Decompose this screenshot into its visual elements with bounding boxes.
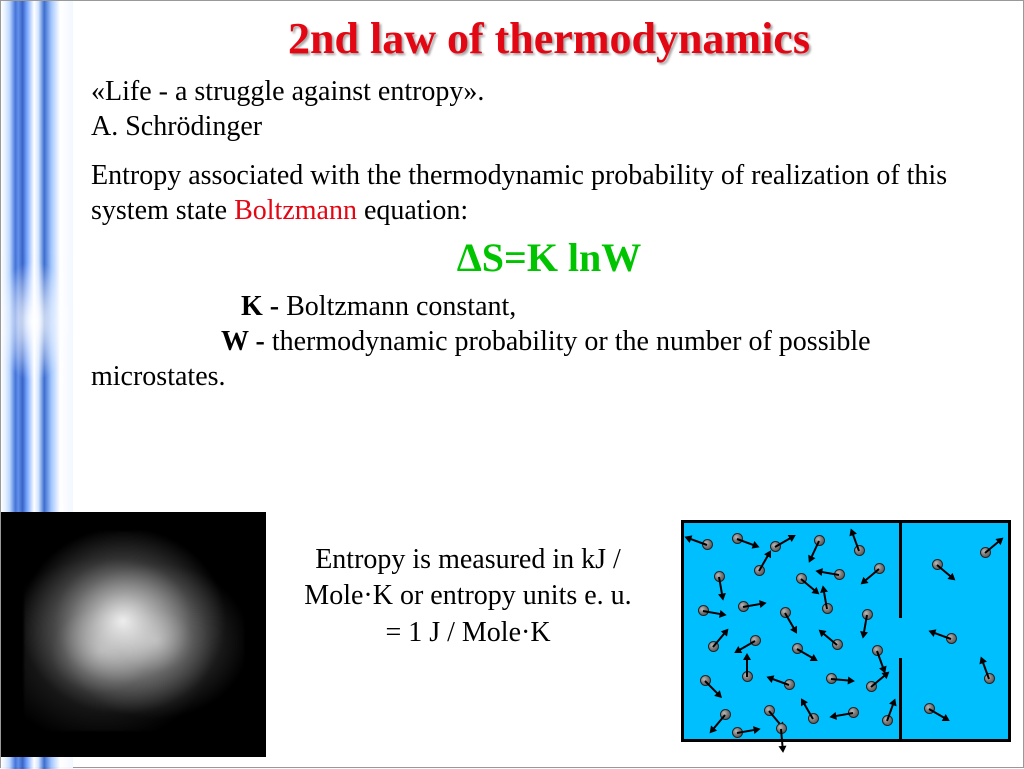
velocity-arrow <box>870 672 888 688</box>
gas-diffusion-diagram <box>681 520 1011 742</box>
velocity-arrow <box>862 568 880 584</box>
entropy-noise-image <box>1 512 266 757</box>
velocity-arrow <box>710 714 726 732</box>
velocity-arrow <box>712 630 728 648</box>
velocity-arrow <box>820 630 838 646</box>
velocity-arrow <box>929 708 949 721</box>
def-w-sym: W - <box>221 326 265 357</box>
def-k-text: Boltzmann constant, <box>279 291 516 322</box>
velocity-arrow <box>735 640 755 653</box>
quote-line2: A. Schrödinger <box>91 111 262 142</box>
velocity-arrow <box>704 680 721 697</box>
def-k-sym: K - <box>241 291 279 322</box>
velocity-arrow <box>746 655 748 677</box>
entropy-units-text: Entropy is measured in kJ / Mole·K or en… <box>293 542 643 651</box>
velocity-arrow <box>984 538 1002 554</box>
quote-line1: «Life - a struggle against entropy». <box>91 76 484 107</box>
velocity-arrow <box>936 564 954 580</box>
boltzmann-equation: ΔS=K lnW <box>91 234 1007 281</box>
body-paragraph: Entropy associated with the thermodynami… <box>91 158 1007 228</box>
velocity-arrow <box>800 578 818 594</box>
velocity-arrow <box>797 648 817 661</box>
definitions: K - Boltzmann constant, W - thermodynami… <box>91 289 1007 394</box>
quote-block: «Life - a struggle against entropy». A. … <box>91 74 1007 144</box>
body-post: equation: <box>357 195 468 226</box>
divider-gap <box>896 618 905 658</box>
body-pre: Entropy associated with the thermodynami… <box>91 160 947 226</box>
def-w-text: thermodynamic probability or the number … <box>91 326 871 392</box>
slide-title: 2nd law of thermodynamics <box>91 13 1007 64</box>
noise-cloud <box>24 531 244 731</box>
body-red: Boltzmann <box>234 195 357 226</box>
lower-region: Entropy is measured in kJ / Mole·K or en… <box>1 502 1024 767</box>
velocity-arrow <box>784 613 797 633</box>
